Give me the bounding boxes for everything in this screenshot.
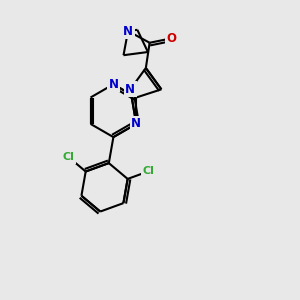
Text: N: N <box>131 117 141 130</box>
Text: N: N <box>123 25 133 38</box>
Text: N: N <box>108 78 118 91</box>
Text: Cl: Cl <box>143 166 155 176</box>
Text: Cl: Cl <box>62 152 74 162</box>
Text: N: N <box>125 83 135 96</box>
Text: O: O <box>167 32 177 45</box>
